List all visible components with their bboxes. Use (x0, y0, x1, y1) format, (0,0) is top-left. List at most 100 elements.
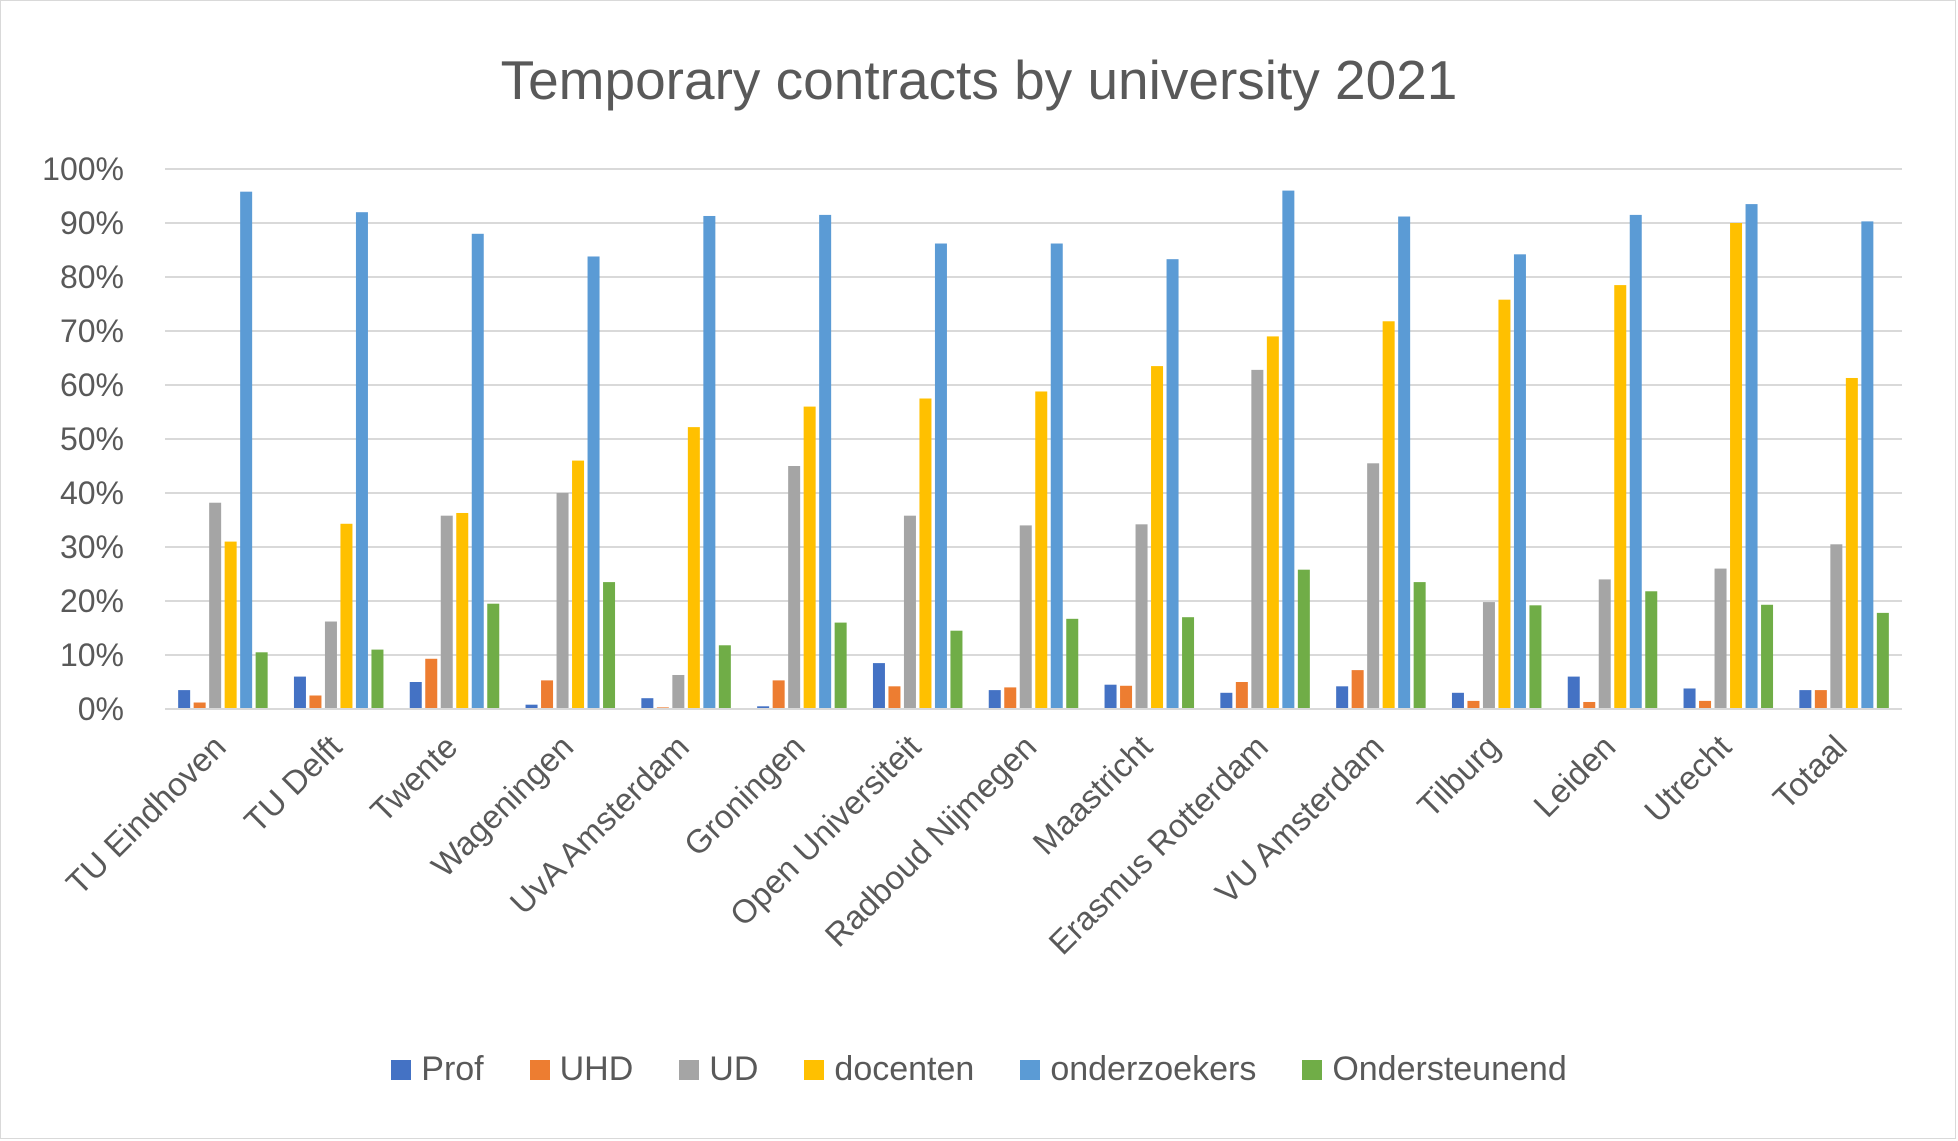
y-tick-label: 50% (60, 421, 124, 457)
x-category-label: Erasmus Rotterdam (1041, 728, 1275, 962)
x-axis-category-labels: TU Eindhoven TU Delft TwenteWageningenUvA … (59, 728, 1854, 962)
bar-prof (1220, 692, 1233, 709)
legend-label: onderzoekers (1050, 1050, 1257, 1088)
legend-label: docenten (834, 1050, 975, 1088)
bar-ud (1714, 568, 1727, 709)
bar-ondersteunend (603, 582, 616, 709)
legend-label: Ondersteunend (1332, 1050, 1567, 1088)
x-category-label: Open Universiteit (723, 728, 928, 933)
bar-prof (178, 690, 191, 709)
legend-swatch (529, 1059, 550, 1080)
bar-onderzoekers (355, 212, 368, 709)
bar-uhd (772, 680, 785, 709)
x-category-label: Twente (363, 728, 464, 829)
bar-prof (1567, 676, 1580, 709)
bar-onderzoekers (1745, 204, 1758, 709)
y-tick-label: 70% (60, 313, 124, 349)
bar-ud (324, 621, 337, 709)
legend-swatch (1020, 1059, 1041, 1080)
bars (178, 190, 1889, 710)
legend-item: Prof (391, 1050, 484, 1089)
bar-ondersteunend (718, 645, 731, 709)
x-category-label: Radboud Nijmegen (818, 728, 1044, 954)
bar-docenten (340, 523, 353, 709)
bar-ud (1019, 525, 1032, 709)
bar-prof (1683, 688, 1696, 709)
bar-prof (988, 690, 1001, 709)
bar-ondersteunend (1297, 569, 1310, 709)
bar-docenten (1266, 336, 1279, 709)
bar-uhd (1351, 670, 1364, 709)
bar-docenten (1151, 366, 1164, 709)
bar-docenten (572, 460, 585, 709)
legend-item: onderzoekers (1020, 1050, 1256, 1089)
legend-swatch (679, 1059, 700, 1080)
bar-docenten (803, 406, 816, 709)
bar-onderzoekers (819, 214, 832, 709)
x-category-label: Totaal (1766, 728, 1854, 816)
bar-ondersteunend (1182, 617, 1195, 709)
bar-ondersteunend (1066, 618, 1079, 709)
bar-ondersteunend (1413, 582, 1426, 709)
bar-onderzoekers (1398, 216, 1411, 709)
chart-title: Temporary contracts by university 2021 (500, 49, 1458, 111)
bar-prof (1104, 684, 1117, 709)
bar-onderzoekers (240, 191, 253, 709)
bar-ud (788, 466, 801, 709)
legend-item: docenten (804, 1050, 974, 1089)
bar-uhd (1235, 682, 1248, 709)
bar-prof (757, 706, 770, 709)
bar-onderzoekers (471, 233, 484, 710)
bar-ondersteunend (834, 622, 847, 709)
y-tick-label: 60% (60, 367, 124, 403)
bar-prof (293, 676, 306, 709)
bar-ud (1367, 463, 1380, 709)
legend-label: UHD (559, 1050, 634, 1088)
bar-ud (1482, 602, 1495, 709)
bar-onderzoekers (934, 243, 947, 709)
bar-ondersteunend (371, 649, 384, 709)
legend-swatch (391, 1059, 412, 1080)
bar-docenten (1845, 377, 1858, 709)
bar-prof (409, 682, 422, 709)
x-category-label: TU Eindhoven (59, 728, 233, 902)
y-tick-label: 10% (60, 637, 124, 673)
y-tick-label: 100% (42, 151, 124, 187)
bar-docenten (224, 541, 237, 709)
bar-onderzoekers (1282, 190, 1295, 710)
bar-uhd (1699, 700, 1712, 709)
gridlines (165, 168, 1902, 656)
legend-item: Ondersteunend (1302, 1050, 1567, 1089)
bar-ud (903, 515, 916, 709)
bar-uhd (1583, 701, 1596, 709)
x-category-label: Tilburg (1410, 728, 1507, 825)
bar-docenten (456, 512, 469, 709)
bar-ud (672, 674, 685, 709)
bar-ud (1135, 524, 1148, 709)
bar-ondersteunend (1645, 591, 1658, 709)
bar-docenten (687, 427, 700, 709)
legend-label: UD (709, 1050, 759, 1088)
bar-docenten (1498, 299, 1511, 709)
bar-onderzoekers (1513, 254, 1526, 709)
bar-prof (641, 698, 654, 709)
bar-prof (1799, 690, 1812, 709)
bar-ud (1830, 544, 1843, 709)
bar-prof (1451, 692, 1464, 709)
bar-onderzoekers (703, 215, 716, 710)
y-tick-label: 40% (60, 475, 124, 511)
bar-ud (1251, 369, 1264, 709)
y-axis-tick-labels: 0% 10% 20% 30% 40% 50% 60% 70% 80% 90% 100% (42, 151, 124, 727)
bar-uhd (309, 695, 322, 709)
bar-ondersteunend (487, 603, 500, 709)
bar-prof (1336, 686, 1349, 709)
bar-onderzoekers (1050, 243, 1063, 709)
bar-uhd (1120, 685, 1133, 709)
y-tick-label: 30% (60, 529, 124, 565)
y-tick-label: 80% (60, 259, 124, 295)
bar-ud (1598, 579, 1611, 709)
bar-prof (525, 704, 538, 709)
legend-item: UD (679, 1050, 758, 1089)
bar-docenten (919, 398, 932, 709)
